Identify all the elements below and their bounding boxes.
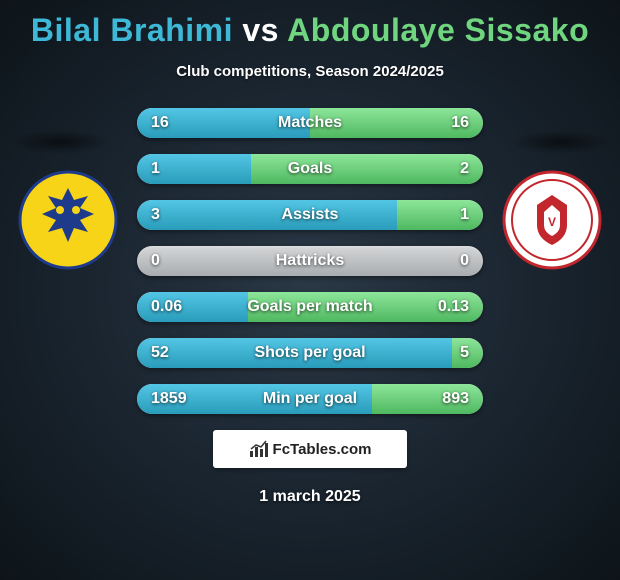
chart-icon <box>249 440 269 458</box>
svg-text:V: V <box>548 215 556 229</box>
vs-text: vs <box>242 12 279 48</box>
stvv-crest-icon <box>18 170 118 270</box>
branding-box[interactable]: FcTables.com <box>213 430 407 468</box>
stat-row: 0.060.13Goals per match <box>137 292 483 322</box>
stat-row: 31Assists <box>137 200 483 230</box>
stat-row: 1616Matches <box>137 108 483 138</box>
team-badge-right: V <box>502 170 602 270</box>
stat-label: Matches <box>137 108 483 138</box>
kortrijk-crest-icon: V <box>502 170 602 270</box>
stats-container: 1616Matches 12Goals 31Assists 00Hattricks 0.… <box>137 108 483 414</box>
shadow-left <box>10 130 110 154</box>
page-title: Bilal Brahimi vs Abdoulaye Sissako <box>0 0 620 49</box>
stat-row: 525Shots per goal <box>137 338 483 368</box>
stat-row: 00Hattricks <box>137 246 483 276</box>
stat-row: 12Goals <box>137 154 483 184</box>
branding-text: FcTables.com <box>273 441 372 458</box>
player1-name: Bilal Brahimi <box>31 12 233 48</box>
date-text: 1 march 2025 <box>0 488 620 506</box>
subtitle: Club competitions, Season 2024/2025 <box>0 63 620 80</box>
team-badge-left <box>18 170 118 270</box>
stat-label: Shots per goal <box>137 338 483 368</box>
shadow-right <box>510 130 610 154</box>
stat-label: Goals per match <box>137 292 483 322</box>
stat-label: Goals <box>137 154 483 184</box>
stat-label: Hattricks <box>137 246 483 276</box>
stat-label: Min per goal <box>137 384 483 414</box>
stat-label: Assists <box>137 200 483 230</box>
stat-row: 1859893Min per goal <box>137 384 483 414</box>
player2-name: Abdoulaye Sissako <box>287 12 589 48</box>
